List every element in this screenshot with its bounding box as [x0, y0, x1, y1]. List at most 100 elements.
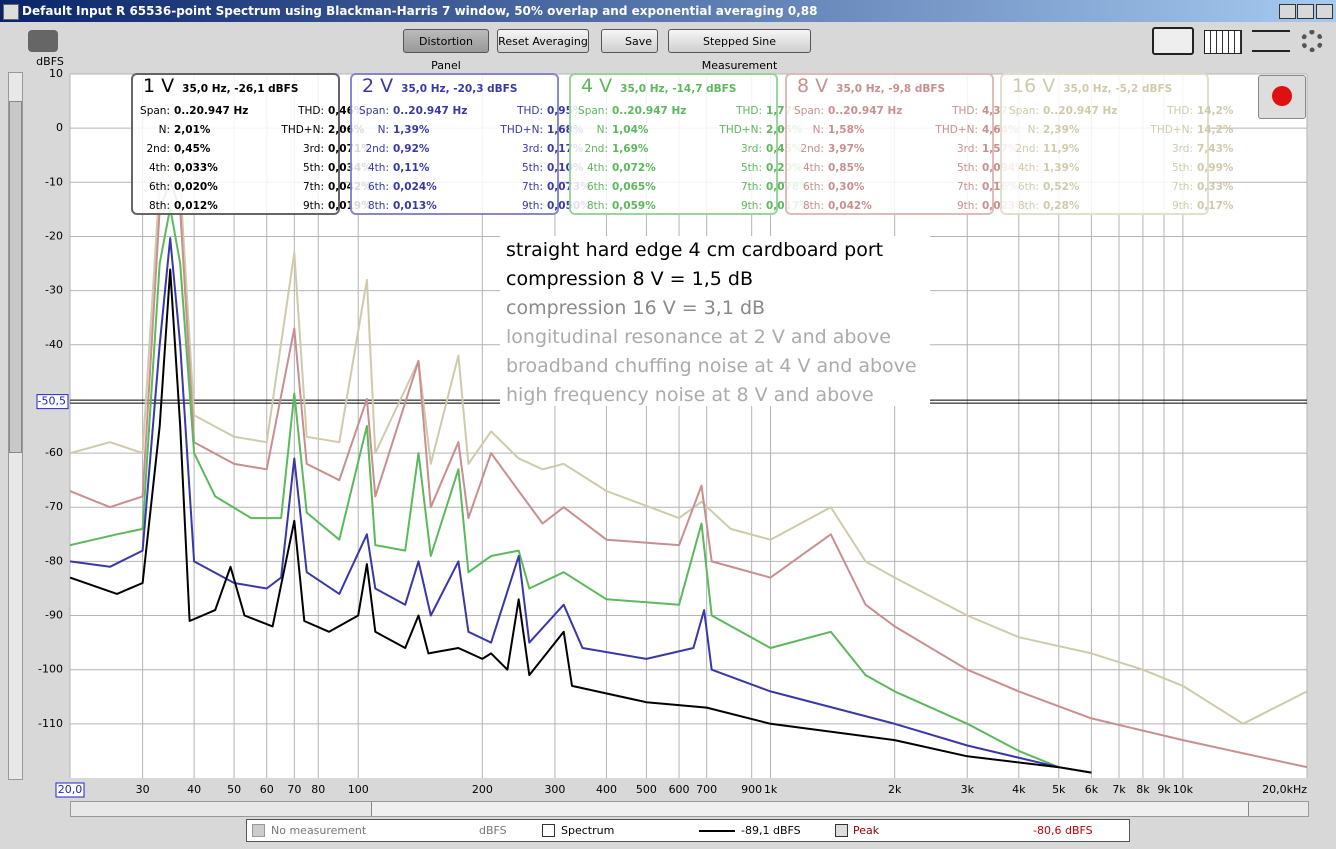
- panel-row: 2nd: 0,45% 3rd: 0,071%: [133, 139, 371, 158]
- panel-key: Span:: [140, 104, 170, 117]
- panel-header: 16 V 35,0 Hz, -5,2 dBFS: [1002, 75, 1207, 101]
- panel-value: 0,85%: [828, 161, 865, 174]
- spectrum-trace: [70, 268, 1092, 774]
- panel-key: 6th:: [803, 180, 824, 193]
- settings-icon[interactable]: [1301, 30, 1323, 52]
- panel-row: N:1,58%THD+N:4,64%: [787, 120, 1019, 139]
- x-tick-label: 30: [136, 783, 150, 796]
- title-bar: Default Input R 65536-point Spectrum usi…: [0, 0, 1336, 22]
- fit-icon[interactable]: [1252, 30, 1290, 52]
- panel-key: THD:: [1167, 104, 1193, 117]
- toolbar-button[interactable]: Distortion Panel: [403, 29, 489, 72]
- legend-text: dBFS: [479, 824, 507, 837]
- cursor-box: [36, 394, 69, 410]
- panel-key: 7th:: [303, 180, 324, 193]
- horizontal-scrollbar[interactable]: [70, 801, 1309, 817]
- panel-row: Span: 0..20.947 Hz THD: 0,46%: [133, 101, 364, 120]
- x-tick-label: 200: [472, 783, 493, 796]
- panel-value: 0,024%: [393, 180, 437, 193]
- close-button[interactable]: [1316, 4, 1333, 19]
- panel-key: 5th:: [957, 161, 978, 174]
- x-tick-label: 60: [260, 783, 274, 796]
- panel-key: 4th:: [803, 161, 824, 174]
- checkbox[interactable]: [542, 824, 555, 837]
- distortion-panel: 4 V 35,0 Hz, -14,7 dBFS Span: 0..20.947 Hz T…: [569, 73, 810, 215]
- annotation-line: compression 8 V = 1,5 dB: [506, 268, 753, 290]
- annotation-line: longitudinal resonance at 2 V and above: [506, 326, 891, 348]
- columns-icon[interactable]: [1204, 30, 1242, 54]
- toolbar-button[interactable]: Stepped Sine Measurement: [668, 29, 811, 72]
- panel-key: 4th:: [149, 161, 170, 174]
- panel-value: 3,97%: [828, 142, 865, 155]
- legend-text: -80,6 dBFS: [1033, 824, 1093, 837]
- panel-key: 6th:: [149, 180, 170, 193]
- panel-key: 8th:: [587, 199, 608, 212]
- legend-text: -89,1 dBFS: [741, 824, 801, 837]
- toolbar-button[interactable]: Reset Averaging: [497, 29, 589, 53]
- panel-key: Span:: [1009, 104, 1039, 117]
- panel-value: 2,01%: [174, 123, 211, 136]
- panel-key: 5th:: [1172, 161, 1193, 174]
- panel-row: 6th:0,065%7th:0,078%: [571, 177, 810, 196]
- panel-key: THD:: [736, 104, 762, 117]
- panel-key: 4th:: [1018, 161, 1039, 174]
- panel-key: 5th:: [303, 161, 324, 174]
- checkbox[interactable]: [835, 824, 848, 837]
- x-tick-label: 70: [287, 783, 301, 796]
- panel-key: Span:: [794, 104, 824, 117]
- panel-peak: 35,0 Hz, -5,2 dBFS: [1063, 83, 1173, 95]
- panel-value: 0,52%: [1043, 180, 1080, 193]
- panel-key: 5th:: [741, 161, 762, 174]
- minimize-button[interactable]: [1279, 4, 1296, 19]
- checkbox[interactable]: [252, 824, 265, 837]
- annotation-line: broadband chuffing noise at 4 V and abov…: [506, 355, 917, 377]
- panel-value: 7,43%: [1197, 142, 1234, 155]
- panel-row: 6th: 0,52% 7th: 0,33%: [1002, 177, 1233, 196]
- panel-key: 8th:: [149, 199, 170, 212]
- panel-header: 2 V 35,0 Hz, -20,3 dBFS: [352, 75, 557, 101]
- toolbar-button[interactable]: Save: [601, 29, 658, 53]
- panel-value: 0,013%: [393, 199, 437, 212]
- panel-key: THD+N:: [281, 123, 324, 136]
- y-tick-label: -100: [38, 663, 63, 676]
- panel-peak: 35,0 Hz, -9,8 dBFS: [836, 83, 946, 95]
- view-icon[interactable]: [1152, 27, 1194, 55]
- panel-value: 0,33%: [1197, 180, 1234, 193]
- panel-key: THD:: [952, 104, 978, 117]
- panel-value: 0..20.947 Hz: [174, 104, 249, 117]
- panel-header: 1 V 35,0 Hz, -26,1 dBFS: [133, 75, 338, 101]
- panel-value: 2,06%: [328, 123, 365, 136]
- record-button[interactable]: [1258, 75, 1306, 119]
- annotation-line: high frequency noise at 8 V and above: [506, 384, 874, 406]
- panel-level: 8 V: [797, 75, 829, 97]
- spectrum-trace: [70, 180, 1307, 769]
- x-tick-label: 20,0: [58, 783, 83, 796]
- panel-value: 0,073%: [547, 181, 591, 193]
- panel-value: 0,92%: [393, 142, 430, 155]
- distortion-panel: 8 V 35,0 Hz, -9,8 dBFS Span: 0..20.947 Hz TH…: [785, 73, 1026, 215]
- panel-value: 0..20.947 Hz: [1043, 104, 1118, 117]
- panel-row: 8th:0,042%9th:0,023%: [787, 196, 1026, 215]
- x-tick-label: 400: [596, 783, 617, 796]
- x-tick-label: 1k: [764, 783, 778, 796]
- camera-icon[interactable]: [28, 30, 58, 52]
- x-tick-label: 500: [636, 783, 657, 796]
- panel-value: 0,17%: [547, 142, 584, 155]
- annotation: straight hard edge 4 cm cardboard port co…: [500, 236, 930, 406]
- panel-key: 7th:: [1172, 180, 1193, 193]
- panel-key: 2nd:: [365, 142, 389, 155]
- panel-value: 0,11%: [393, 161, 430, 174]
- annotation-line: straight hard edge 4 cm cardboard port: [506, 239, 884, 261]
- panel-value: 0,042%: [828, 199, 872, 212]
- legend-text: Spectrum: [561, 824, 615, 837]
- maximize-button[interactable]: [1297, 4, 1314, 19]
- x-tick-label: 700: [696, 783, 717, 796]
- panel-value: 0,019%: [328, 200, 372, 212]
- y-tick-label: 0: [56, 121, 63, 134]
- vertical-scrollbar[interactable]: [8, 72, 23, 780]
- x-tick-label: 10k: [1173, 783, 1194, 796]
- legend-swatch: [699, 830, 735, 832]
- panel-value: 0,17%: [1197, 199, 1234, 212]
- panel-key: THD:: [298, 104, 324, 117]
